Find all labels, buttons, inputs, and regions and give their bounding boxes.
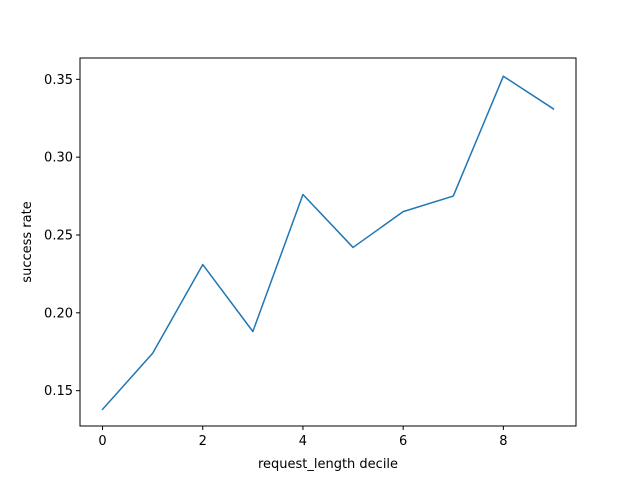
y-axis-ticks: 0.15 0.20 0.25 0.30 0.35 bbox=[44, 73, 80, 399]
y-tick-label: 0.15 bbox=[44, 384, 73, 399]
x-tick-label: 2 bbox=[199, 434, 207, 449]
x-axis-ticks: 0 2 4 6 8 bbox=[98, 426, 507, 449]
y-tick-label: 0.25 bbox=[44, 228, 73, 243]
axes-frame bbox=[79, 57, 577, 427]
x-tick-label: 6 bbox=[399, 434, 407, 449]
y-tick-label: 0.20 bbox=[44, 306, 73, 321]
x-axis-label: request_length decile bbox=[258, 457, 398, 472]
x-tick-label: 8 bbox=[499, 434, 507, 449]
plot-area bbox=[101, 75, 555, 411]
series-line bbox=[101, 75, 555, 411]
y-tick-label: 0.30 bbox=[44, 151, 73, 166]
x-tick-label: 4 bbox=[299, 434, 307, 449]
y-axis-label: success rate bbox=[20, 201, 35, 282]
y-tick-label: 0.35 bbox=[44, 73, 73, 88]
x-tick-label: 0 bbox=[98, 434, 106, 449]
